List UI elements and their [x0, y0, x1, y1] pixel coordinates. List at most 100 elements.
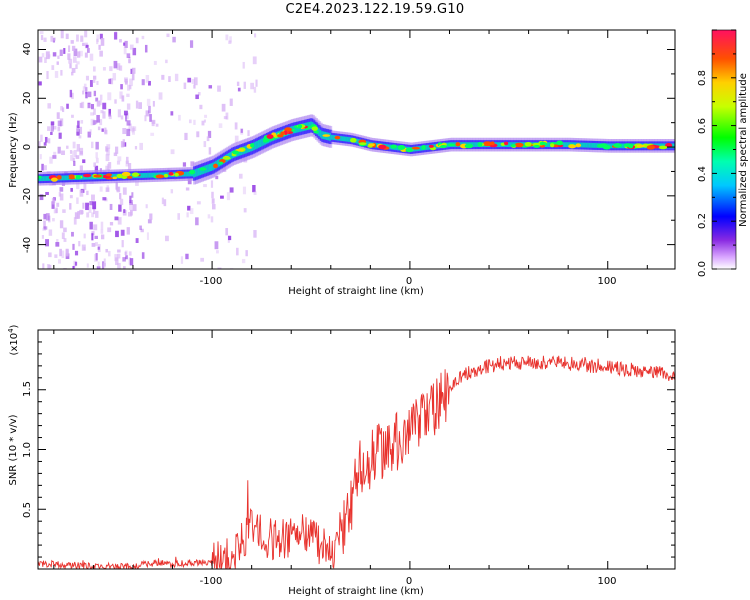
spectrogram-noise-cell — [132, 47, 137, 56]
spectrogram-noise-cell — [51, 65, 55, 70]
spectrogram-noise-cell — [129, 44, 134, 50]
spectrogram-noise-cell — [72, 265, 75, 269]
spectrogram-noise-cell — [93, 90, 97, 97]
ridge-mid — [39, 176, 43, 182]
spectrogram-noise-cell — [61, 150, 65, 156]
spectrogram-noise-cell — [38, 81, 42, 86]
spectrogram-noise-cell — [108, 78, 112, 84]
spectrogram-noise-cell — [196, 131, 200, 138]
spectrogram-noise-cell — [119, 39, 122, 43]
spectrogram-noise-cell — [96, 100, 101, 107]
ridge-mid — [113, 173, 117, 179]
ridge-mid — [294, 125, 298, 134]
spectrogram-noise-cell — [41, 235, 45, 239]
ridge-mid — [63, 175, 67, 181]
spectrogram-noise-cell — [91, 194, 95, 201]
spectrogram-noise-cell — [126, 93, 130, 98]
ridge-mid — [42, 176, 46, 181]
spectrogram-noise-cell — [78, 135, 82, 139]
spectrogram-noise-cell — [69, 63, 72, 69]
spectrogram-noise-cell — [43, 165, 47, 171]
spectrogram-noise-cell — [41, 163, 44, 171]
spectrogram-noise-cell — [62, 107, 65, 113]
spectrogram-noise-cell — [193, 119, 196, 125]
spectrogram-noise-cell — [135, 181, 139, 186]
spectrogram-noise-cell — [130, 68, 134, 74]
ridge-mid — [216, 159, 220, 168]
spectrogram-noise-cell — [114, 99, 117, 104]
spectrogram-noise-cell — [61, 232, 65, 239]
spectrogram-noise-cell — [59, 49, 63, 57]
ridge-mid — [593, 143, 597, 148]
ridge-hotspot — [297, 124, 303, 129]
spectrogram-noise-cell — [93, 108, 96, 115]
spectrogram-noise-cell — [55, 207, 58, 214]
spectrogram-noise-cell — [141, 79, 145, 86]
ridge-hotspot — [218, 161, 224, 165]
spectrogram-noise-cell — [234, 122, 238, 130]
spectrogram-noise-cell — [94, 235, 98, 239]
spectrogram-noise-cell — [53, 209, 58, 214]
spectrogram-noise-cell — [129, 258, 134, 266]
ridge-hotspot — [524, 142, 532, 146]
spectrogram-noise-cell — [94, 120, 98, 125]
ridge-hotspot — [163, 173, 169, 178]
spectrogram-noise-cell — [99, 100, 102, 106]
spectrogram-noise-cell — [145, 110, 150, 117]
ridge-mid — [595, 143, 599, 148]
ridge-hotspot — [105, 173, 113, 177]
spectrogram-noise-cell — [80, 120, 84, 124]
spectrogram-noise-cell — [125, 112, 129, 120]
spectrogram-noise-cell — [71, 150, 75, 155]
ridge-hotspot — [189, 169, 196, 175]
ridge-mid — [658, 143, 662, 149]
ridge-mid — [346, 136, 350, 142]
spectrogram-noise-cell — [139, 225, 142, 230]
ridge-hotspot — [421, 144, 426, 150]
top-x-tick-label: -100 — [200, 276, 223, 287]
colorbar-title: Normalized spectral amplitude — [738, 73, 749, 227]
spectrogram-noise-cell — [131, 126, 135, 133]
snr-scale-note: (x104) — [7, 324, 20, 355]
spectrogram-noise-cell — [185, 187, 190, 191]
spectrogram-noise-cell — [45, 191, 49, 196]
spectrogram-noise-cell — [73, 217, 77, 225]
spectrogram-noise-cell — [102, 197, 107, 201]
ridge-mid — [563, 142, 567, 148]
ridge-hotspot — [116, 173, 123, 179]
spectrogram-noise-cell — [93, 75, 97, 80]
spectrogram-noise-cell — [105, 165, 109, 171]
spectrogram-noise-cell — [38, 141, 41, 149]
spectrogram-noise-cell — [40, 134, 43, 142]
ridge-mid — [473, 142, 477, 148]
spectrogram-noise-cell — [84, 30, 88, 38]
spectrogram-noise-cell — [78, 126, 83, 135]
ridge-hotspot — [411, 146, 421, 150]
spectrogram-noise-cell — [117, 109, 121, 118]
spectrogram-noise-cell — [98, 44, 101, 50]
spectrogram-noise-cell — [91, 103, 95, 110]
spectrogram-noise-cell — [144, 115, 147, 122]
spectrogram-noise-cell — [117, 217, 122, 225]
spectrogram-noise-cell — [201, 120, 205, 126]
ridge-mid — [90, 174, 94, 180]
spectrogram-noise-cell — [147, 219, 152, 224]
spectrogram-noise-cell — [250, 82, 255, 90]
ridge-hotspot — [636, 144, 645, 148]
spectrogram-noise-cell — [172, 36, 176, 43]
spectrogram-noise-cell — [193, 77, 198, 86]
spectrogram-noise-cell — [123, 110, 128, 116]
spectrogram-noise-cell — [45, 239, 49, 247]
spectrogram-noise-cell — [48, 215, 51, 223]
spectrogram-noise-cell — [116, 186, 120, 192]
spectrogram-noise-cell — [140, 228, 144, 233]
spectrogram-noise-cell — [55, 242, 60, 247]
snr-series-line — [38, 355, 675, 569]
spectrogram-noise-cell — [126, 103, 131, 110]
ridge-hotspot — [514, 142, 524, 148]
ridge-mid — [227, 152, 231, 161]
ridge-hotspot — [276, 134, 284, 138]
ridge-mid — [338, 135, 342, 141]
spectrogram-noise-cell — [197, 92, 201, 96]
